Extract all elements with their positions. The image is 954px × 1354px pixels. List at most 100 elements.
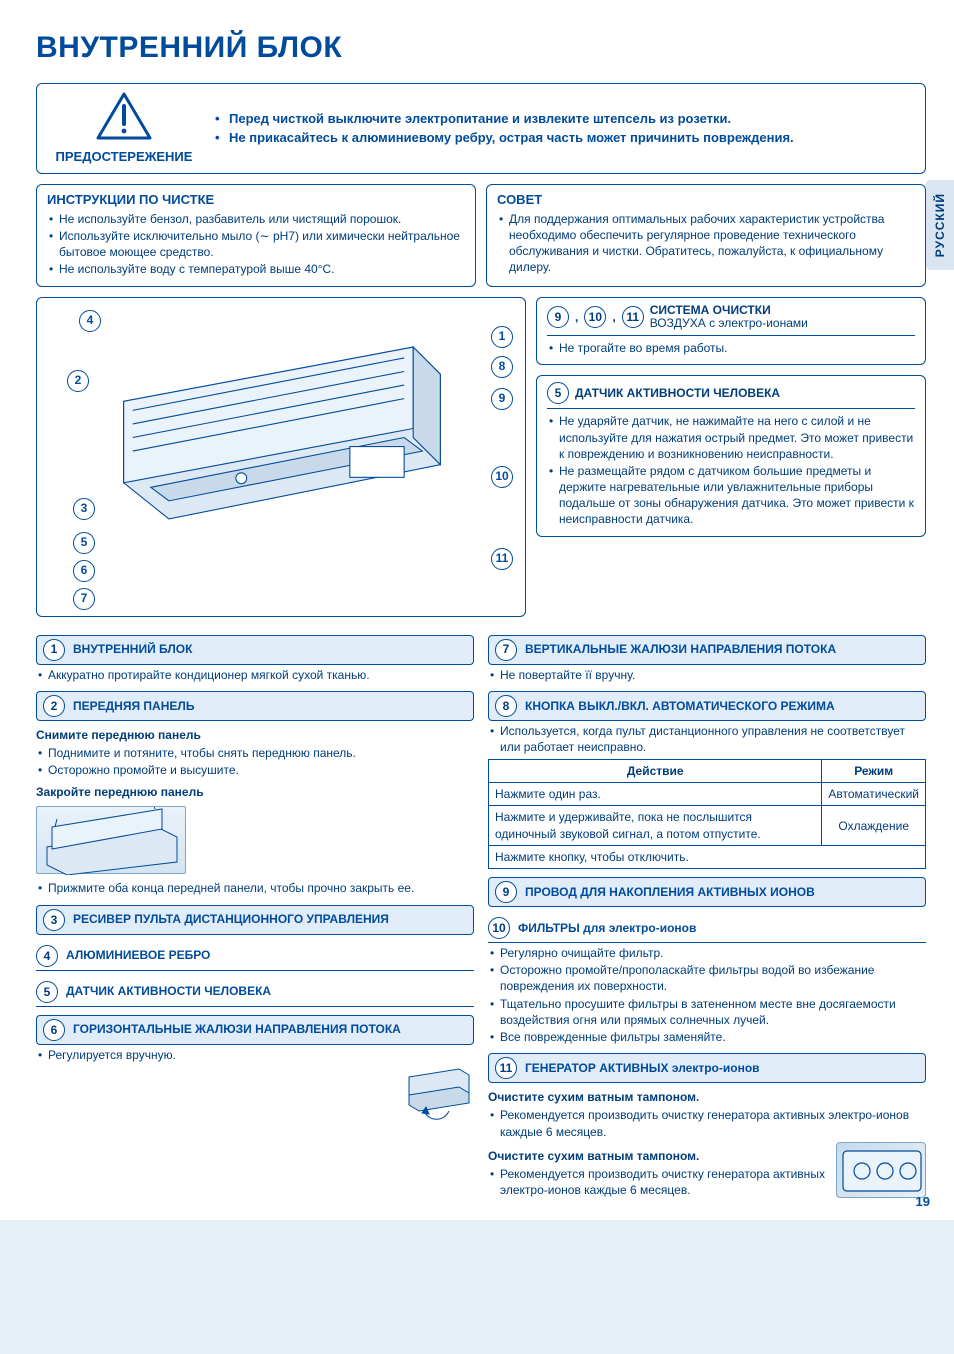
caution-left: ПРЕДОСТЕРЕЖЕНИЕ [49, 92, 199, 166]
instructions-box: ИНСТРУКЦИИ ПО ЧИСТКЕ Не используйте бенз… [36, 184, 476, 286]
num-circle: 10 [584, 306, 606, 328]
num-circle: 3 [43, 909, 65, 931]
callout-7: 7 [73, 588, 95, 610]
table-header: Режим [822, 760, 926, 783]
caution-bullet: Не прикасайтесь к алюминиевому ребру, ос… [229, 128, 794, 148]
section-bullet: Регулируется вручную. [36, 1047, 474, 1063]
louver-icon [404, 1067, 474, 1127]
callout-2: 2 [67, 370, 89, 392]
callout-3: 3 [73, 498, 95, 520]
section-bullet: Регулярно очищайте фильтр. [488, 945, 926, 961]
callout-5: 5 [73, 532, 95, 554]
section-header: 3 РЕСИВЕР ПУЛЬТА ДИСТАНЦИОННОГО УПРАВЛЕНИ… [36, 905, 474, 935]
instructions-item: Не используйте бензол, разбавитель или ч… [47, 211, 465, 227]
section-header: 6 ГОРИЗОНТАЛЬНЫЕ ЖАЛЮЗИ НАПРАВЛЕНИЯ ПОТОК… [36, 1015, 474, 1045]
language-tab-label: РУССКИЙ [932, 193, 948, 257]
mode-table: ДействиеРежимНажмите один раз.Автоматиче… [488, 759, 926, 869]
callout-11: 11 [491, 548, 513, 570]
left-column: 1 ВНУТРЕННИЙ БЛОК Аккуратно протирайте кон… [36, 627, 474, 1201]
num-circle: 5 [36, 981, 58, 1003]
caution-label: ПРЕДОСТЕРЕЖЕНИЕ [49, 148, 199, 166]
section-header: 9 ПРОВОД ДЛЯ НАКОПЛЕНИЯ АКТИВНЫХ ИОНОВ [488, 877, 926, 907]
section-title: ДАТЧИК АКТИВНОСТИ ЧЕЛОВЕКА [66, 984, 271, 998]
table-cell: Охлаждение [822, 806, 926, 845]
section-title: ГЕНЕРАТОР АКТИВНЫХ электро-ионов [525, 1061, 760, 1075]
section-header: 5 ДАТЧИК АКТИВНОСТИ ЧЕЛОВЕКА [36, 979, 474, 1007]
right-column: 7 ВЕРТИКАЛЬНЫЕ ЖАЛЮЗИ НАПРАВЛЕНИЯ ПОТОКА Н… [488, 627, 926, 1201]
section-title: РЕСИВЕР ПУЛЬТА ДИСТАНЦИОННОГО УПРАВЛЕНИЯ [73, 912, 389, 926]
section-title: КНОПКА ВЫКЛ./ВКЛ. АВТОМАТИЧЕСКОГО РЕЖИМА [525, 699, 835, 713]
language-tab: РУССКИЙ [926, 180, 954, 270]
air-clean-title-a: СИСТЕМА ОЧИСТКИ [650, 304, 808, 318]
activity-sensor-item: Не размещайте рядом с датчиком большие п… [547, 463, 915, 528]
section-subhead: Снимите переднюю панель [36, 727, 474, 743]
section-bullet: Не повертайте її вручну. [488, 667, 926, 683]
caution-bullet: Перед чисткой выключите электропитание и… [229, 109, 731, 129]
warning-icon [96, 92, 152, 140]
section-header: 11 ГЕНЕРАТОР АКТИВНЫХ электро-ионов [488, 1053, 926, 1083]
unit-diagram: 4 2 3 5 6 7 1 8 9 10 11 [36, 297, 526, 617]
section-bullet: Тщательно просушите фильтры в затененном… [488, 996, 926, 1028]
section-bullet: Осторожно промойте и высушите. [36, 762, 474, 778]
caution-text: •Перед чисткой выключите электропитание … [215, 109, 794, 148]
num-circle: 8 [495, 695, 517, 717]
instructions-title: ИНСТРУКЦИИ ПО ЧИСТКЕ [47, 191, 465, 209]
num-circle: 9 [495, 881, 517, 903]
num-circle: 9 [547, 306, 569, 328]
section-title: АЛЮМИНИЕВОЕ РЕБРО [66, 948, 210, 962]
air-clean-title-b: ВОЗДУХА с электро-ионами [650, 317, 808, 331]
table-footer: Нажмите кнопку, чтобы отключить. [489, 845, 926, 868]
activity-sensor-title: ДАТЧИК АКТИВНОСТИ ЧЕЛОВЕКА [575, 385, 780, 401]
page-title: ВНУТРЕННИЙ БЛОК [36, 28, 926, 69]
num-circle: 2 [43, 695, 65, 717]
section-bullet: Используется, когда пульт дистанционного… [488, 723, 926, 755]
num-circle: 7 [495, 639, 517, 661]
section-subhead: Закройте переднюю панель [36, 784, 474, 800]
hint-box: СОВЕТ Для поддержания оптимальных рабочи… [486, 184, 926, 286]
section-title: ПЕРЕДНЯЯ ПАНЕЛЬ [73, 699, 194, 713]
section-header: 8 КНОПКА ВЫКЛ./ВКЛ. АВТОМАТИЧЕСКОГО РЕЖИМ… [488, 691, 926, 721]
num-circle: 6 [43, 1019, 65, 1041]
front-panel-icon [36, 806, 186, 874]
section-bullet: Осторожно промойте/прополаскайте фильтры… [488, 962, 926, 994]
section-bullet: Аккуратно протирайте кондиционер мягкой … [36, 667, 474, 683]
section-title: ГОРИЗОНТАЛЬНЫЕ ЖАЛЮЗИ НАПРАВЛЕНИЯ ПОТОКА [73, 1022, 401, 1036]
section-header: 2 ПЕРЕДНЯЯ ПАНЕЛЬ [36, 691, 474, 721]
table-cell: Нажмите и удерживайте, пока не послышитс… [489, 806, 822, 845]
section-bullet: Все поврежденные фильтры заменяйте. [488, 1029, 926, 1045]
ac-unit-icon [97, 338, 467, 528]
section-bullet: Поднимите и потяните, чтобы снять передн… [36, 745, 474, 761]
callout-4: 4 [79, 310, 101, 332]
num-circle: 5 [547, 382, 569, 404]
callout-8: 8 [491, 356, 513, 378]
num-circle: 1 [43, 639, 65, 661]
section-header: 1 ВНУТРЕННИЙ БЛОК [36, 635, 474, 665]
callout-9: 9 [491, 388, 513, 410]
section-bullet: Рекомендуется производить очистку генера… [488, 1166, 926, 1198]
activity-sensor-item: Не ударяйте датчик, не нажимайте на него… [547, 413, 915, 462]
section-subhead: Очистите сухим ватным тампоном. [488, 1089, 926, 1105]
instructions-item: Используйте исключительно мыло (∼ pH7) и… [47, 228, 465, 260]
caution-box: ПРЕДОСТЕРЕЖЕНИЕ •Перед чисткой выключите… [36, 83, 926, 175]
section-header: 10 ФИЛЬТРЫ для электро-ионов [488, 915, 926, 943]
table-cell: Автоматический [822, 783, 926, 806]
air-clean-item: Не трогайте во время работы. [547, 340, 915, 356]
table-cell: Нажмите один раз. [489, 783, 822, 806]
section-header: 4 АЛЮМИНИЕВОЕ РЕБРО [36, 943, 474, 971]
table-header: Действие [489, 760, 822, 783]
section-bullet: Прижмите оба конца передней панели, чтоб… [36, 880, 474, 896]
callout-6: 6 [73, 560, 95, 582]
air-clean-system-box: 9, 10, 11 СИСТЕМА ОЧИСТКИ ВОЗДУХА с элек… [536, 297, 926, 366]
num-circle: 10 [488, 917, 510, 939]
callout-10: 10 [491, 466, 513, 488]
page-number: 19 [916, 1193, 930, 1211]
section-title: ВНУТРЕННИЙ БЛОК [73, 642, 192, 656]
section-header: 7 ВЕРТИКАЛЬНЫЕ ЖАЛЮЗИ НАПРАВЛЕНИЯ ПОТОКА [488, 635, 926, 665]
activity-sensor-box: 5 ДАТЧИК АКТИВНОСТИ ЧЕЛОВЕКА Не ударяйте… [536, 375, 926, 536]
section-title: ПРОВОД ДЛЯ НАКОПЛЕНИЯ АКТИВНЫХ ИОНОВ [525, 885, 815, 899]
callout-1: 1 [491, 326, 513, 348]
section-title: ВЕРТИКАЛЬНЫЕ ЖАЛЮЗИ НАПРАВЛЕНИЯ ПОТОКА [525, 642, 836, 656]
section-title: ФИЛЬТРЫ для электро-ионов [518, 921, 696, 935]
num-circle: 4 [36, 945, 58, 967]
num-circle: 11 [495, 1057, 517, 1079]
